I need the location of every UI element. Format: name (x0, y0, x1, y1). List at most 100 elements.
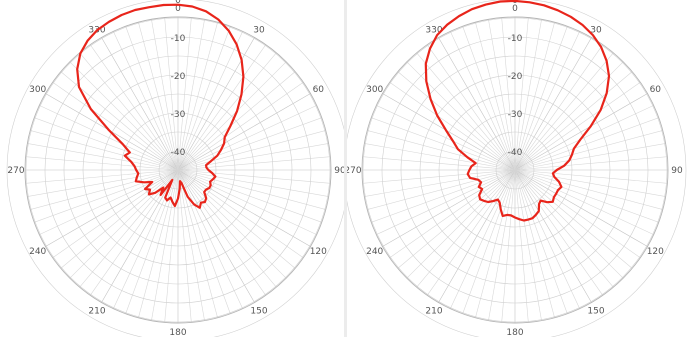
grid-ring (82, 74, 274, 266)
angle-tick-label: 60 (313, 85, 325, 95)
radial-tick-label: -30 (171, 110, 186, 120)
grid-spoke (177, 19, 205, 171)
grid-spoke (367, 169, 516, 210)
grid-spoke (177, 169, 329, 197)
grid-spoke (27, 143, 179, 171)
grid-spoke (514, 156, 668, 171)
grid-spoke (177, 156, 331, 171)
grid-spoke (177, 169, 322, 223)
grid-spoke (389, 81, 516, 171)
grid-ring (400, 55, 630, 285)
grid-spoke (25, 156, 179, 171)
pattern-line-left (76, 3, 245, 209)
grid-spoke (514, 52, 614, 171)
grid-spoke (60, 169, 179, 269)
grid-spoke (69, 61, 179, 171)
grid-spoke (27, 169, 179, 197)
grid-spoke (30, 130, 179, 171)
grid-spoke (177, 93, 311, 171)
grid-ring (44, 36, 312, 304)
grid-spoke (488, 19, 516, 171)
grid-ring (120, 112, 236, 228)
grid-spoke (514, 81, 641, 171)
grid-spoke (376, 169, 516, 235)
grid-spoke (514, 169, 648, 247)
grid-ring (347, 0, 687, 337)
grid-spoke (406, 169, 516, 279)
grid-spoke (382, 93, 516, 171)
grid-spoke (177, 17, 192, 171)
grid-spoke (39, 105, 179, 171)
grid-spoke (397, 169, 516, 269)
grid-spoke (475, 169, 516, 318)
grid-ring (457, 112, 573, 228)
polar-grid-right (347, 0, 687, 337)
angle-tick-label: 0 (512, 4, 518, 14)
grid-spoke (151, 169, 179, 321)
grid-spoke (177, 44, 267, 171)
angle-tick-label: 270 (7, 166, 24, 176)
grid-spoke (177, 169, 267, 296)
grid-spoke (397, 71, 516, 171)
grid-spoke (426, 169, 516, 296)
pattern-line-right (424, 0, 611, 222)
grid-spoke (39, 169, 179, 235)
grid-spoke (52, 81, 179, 171)
grid-spoke (177, 117, 322, 171)
grid-spoke (514, 44, 604, 171)
grid-ring (362, 17, 668, 323)
grid-spoke (79, 52, 179, 171)
grid-spoke (177, 169, 218, 318)
grid-ring (6, 0, 345, 337)
grid-spoke (177, 169, 243, 309)
grid-spoke (514, 169, 633, 269)
grid-ring (63, 55, 293, 285)
polar-plot-right: 0 30 60 90 120 150 180 210 240 270 300 330 0 -10 -20 -3… (347, 0, 687, 337)
grid-spoke (514, 169, 654, 235)
angle-tick-label: 330 (425, 26, 442, 36)
grid-ring (25, 17, 331, 323)
angle-tick-label: 300 (366, 85, 383, 95)
angle-tick-label: 60 (650, 85, 662, 95)
grid-ring (158, 150, 198, 190)
grid-spoke (382, 169, 516, 247)
radial-tick-label: -30 (508, 110, 523, 120)
grid-spoke (362, 169, 516, 184)
grid-spoke (177, 169, 331, 184)
angle-tick-label: 120 (310, 247, 327, 257)
grid-spoke (177, 169, 277, 288)
grid-spoke (514, 169, 542, 321)
angle-tick-label: 210 (425, 306, 442, 316)
radial-tick-label: -20 (171, 72, 186, 82)
grid-spoke (514, 93, 648, 171)
polar-chart-left: 0 30 60 90 120 150 180 210 240 270 300 330 0 -10 -20 -3… (6, 0, 345, 337)
grid-spoke (514, 169, 641, 259)
outer-ring (361, 16, 669, 324)
grid-spoke (514, 22, 555, 171)
grid-spoke (514, 169, 668, 184)
radial-tick-label: -10 (171, 34, 186, 44)
grid-ring (101, 93, 255, 247)
grid-spoke (177, 169, 192, 323)
grid-spoke (514, 169, 592, 303)
grid-spoke (514, 117, 659, 171)
grid-spoke (389, 169, 516, 259)
angle-tick-label: 270 (347, 166, 362, 176)
panel-divider (344, 0, 347, 337)
grid-spoke (177, 143, 329, 171)
radial-tick-label: -10 (508, 34, 523, 44)
grid-spoke (371, 117, 516, 171)
angle-tick-label: 90 (334, 166, 345, 176)
grid-spoke (177, 169, 304, 259)
angle-tick-label: 150 (587, 306, 604, 316)
grid-spoke (362, 156, 516, 171)
grid-spoke (406, 61, 516, 171)
grid-spoke (514, 169, 529, 323)
grid-spoke (69, 169, 179, 279)
radial-tick-label: -40 (171, 148, 186, 158)
grid-spoke (177, 169, 317, 235)
angle-tick-label: 300 (29, 85, 46, 95)
grid-spoke (89, 44, 179, 171)
grid-ring (476, 131, 554, 209)
grid-spoke (164, 17, 179, 171)
